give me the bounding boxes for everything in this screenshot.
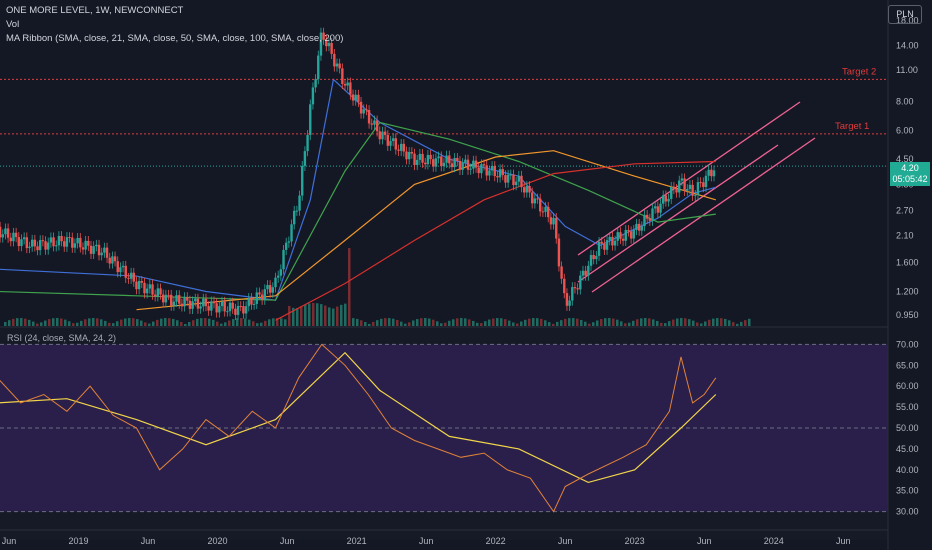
- price-tick-5: 4.50: [896, 154, 914, 164]
- rsi-tick-2: 60.00: [896, 381, 919, 391]
- last-price-tag: 4.20 05:05:42: [890, 162, 930, 186]
- time-tick-1: 2019: [69, 536, 89, 546]
- rsi-tick-7: 35.00: [896, 486, 919, 496]
- target-label-1: Target 2: [842, 66, 876, 77]
- rsi-tick-8: 30.00: [896, 507, 919, 517]
- price-tick-9: 1.600: [896, 258, 919, 268]
- ma-line-sma-200: [275, 160, 716, 321]
- vol-label: Vol: [6, 19, 20, 30]
- rsi-line: [0, 343, 717, 513]
- chart-title: ONE MORE LEVEL, 1W, NEWCONNECT: [6, 5, 184, 16]
- time-tick-11: 2024: [764, 536, 784, 546]
- currency-button[interactable]: PLN: [888, 5, 922, 24]
- volume-bars: [4, 248, 751, 326]
- bar-countdown: 05:05:42: [892, 174, 928, 184]
- ma-line-sma-100: [136, 150, 716, 311]
- rsi-tick-0: 70.00: [896, 339, 919, 349]
- target-label-2: Target 1: [835, 121, 869, 132]
- rsi-axis: 70.00 65.00 60.00 55.00 50.00 45.00 40.00 35.00…: [896, 339, 919, 516]
- ma-line-sma-50: [0, 121, 716, 301]
- price-tick-2: 11.00: [896, 65, 918, 75]
- time-tick-2: Jun: [141, 536, 156, 546]
- price-tick-7: 2.70: [896, 205, 914, 215]
- time-tick-4: Jun: [280, 536, 295, 546]
- channel-line-2: [577, 144, 779, 283]
- ma-ribbon-label: MA Ribbon (SMA, close, 21, SMA, close, 5…: [6, 33, 344, 44]
- channel-line-1: [577, 101, 801, 256]
- price-tick-11: 0.950: [896, 310, 919, 320]
- time-tick-12: Jun: [836, 536, 851, 546]
- last-price: 4.20: [901, 163, 919, 173]
- price-tick-3: 8.00: [896, 97, 914, 107]
- rsi-tick-3: 55.00: [896, 402, 919, 412]
- rsi-label: RSI (24, close, SMA, 24, 2): [7, 333, 117, 343]
- price-tick-1: 14.00: [896, 41, 919, 51]
- price-tick-8: 2.10: [896, 231, 914, 241]
- time-tick-6: Jun: [419, 536, 434, 546]
- price-tick-4: 6.00: [896, 125, 914, 135]
- rsi-tick-6: 40.00: [896, 465, 919, 475]
- price-tick-0: 18.00: [896, 16, 919, 26]
- time-tick-9: 2023: [625, 536, 645, 546]
- rsi-tick-4: 50.00: [896, 423, 919, 433]
- time-tick-7: 2022: [486, 536, 506, 546]
- time-tick-3: 2020: [208, 536, 228, 546]
- time-tick-8: Jun: [558, 536, 573, 546]
- channel-line-3: [591, 137, 816, 293]
- rsi-tick-1: 65.00: [896, 360, 919, 370]
- time-tick-0: Jun: [2, 536, 17, 546]
- rsi-tick-5: 45.00: [896, 444, 919, 454]
- time-axis: Jun 2019 Jun 2020 Jun 2021 Jun 2022 Jun 2023 Jun 20…: [2, 536, 851, 546]
- ma-line-sma-21: [0, 78, 716, 301]
- price-tick-10: 1.200: [896, 286, 919, 296]
- time-tick-5: 2021: [347, 536, 367, 546]
- time-tick-10: Jun: [697, 536, 712, 546]
- price-candles: [0, 27, 716, 321]
- rsi-sma-line: [0, 351, 717, 484]
